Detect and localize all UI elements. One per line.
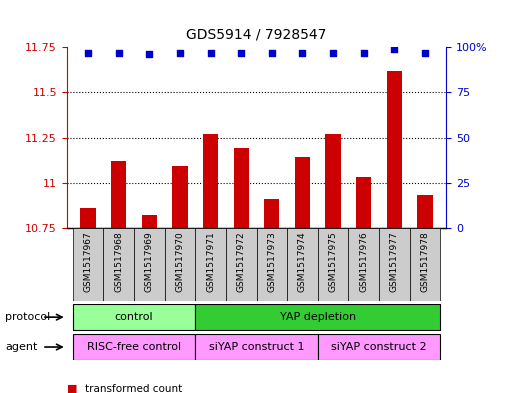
Bar — [142, 215, 157, 228]
FancyBboxPatch shape — [73, 334, 195, 360]
Point — [390, 46, 399, 52]
FancyBboxPatch shape — [226, 228, 256, 301]
Point — [329, 50, 337, 56]
FancyBboxPatch shape — [287, 228, 318, 301]
Text: GSM1517976: GSM1517976 — [359, 231, 368, 292]
FancyBboxPatch shape — [73, 304, 195, 330]
Point — [421, 50, 429, 56]
Text: GSM1517975: GSM1517975 — [328, 231, 338, 292]
Text: YAP depletion: YAP depletion — [280, 312, 356, 322]
FancyBboxPatch shape — [195, 334, 318, 360]
Text: siYAP construct 2: siYAP construct 2 — [331, 342, 427, 352]
FancyBboxPatch shape — [348, 228, 379, 301]
Text: GSM1517971: GSM1517971 — [206, 231, 215, 292]
Text: GSM1517969: GSM1517969 — [145, 231, 154, 292]
FancyBboxPatch shape — [409, 228, 440, 301]
Bar — [325, 134, 341, 228]
Bar — [387, 71, 402, 228]
Bar — [111, 161, 126, 228]
Text: GSM1517968: GSM1517968 — [114, 231, 123, 292]
Point — [176, 50, 184, 56]
Text: GDS5914 / 7928547: GDS5914 / 7928547 — [186, 28, 327, 42]
Point — [268, 50, 276, 56]
FancyBboxPatch shape — [165, 228, 195, 301]
Point — [360, 50, 368, 56]
Bar — [417, 195, 432, 228]
Bar — [295, 158, 310, 228]
Point — [299, 50, 307, 56]
Bar — [81, 208, 96, 228]
Text: GSM1517970: GSM1517970 — [175, 231, 185, 292]
FancyBboxPatch shape — [195, 304, 440, 330]
Point — [84, 50, 92, 56]
Bar — [203, 134, 218, 228]
Text: ■: ■ — [67, 384, 77, 393]
Bar — [264, 199, 280, 228]
FancyBboxPatch shape — [379, 228, 409, 301]
FancyBboxPatch shape — [318, 334, 440, 360]
Text: GSM1517967: GSM1517967 — [84, 231, 93, 292]
Text: siYAP construct 1: siYAP construct 1 — [209, 342, 304, 352]
FancyBboxPatch shape — [256, 228, 287, 301]
Bar — [233, 149, 249, 228]
Point — [237, 50, 245, 56]
Text: agent: agent — [5, 342, 37, 352]
Point — [114, 50, 123, 56]
Bar — [356, 177, 371, 228]
Text: GSM1517972: GSM1517972 — [236, 231, 246, 292]
Text: control: control — [115, 312, 153, 322]
Bar — [172, 167, 188, 228]
Text: RISC-free control: RISC-free control — [87, 342, 181, 352]
Point — [145, 51, 153, 57]
Point — [206, 50, 214, 56]
FancyBboxPatch shape — [195, 228, 226, 301]
Text: GSM1517978: GSM1517978 — [420, 231, 429, 292]
FancyBboxPatch shape — [318, 228, 348, 301]
Text: protocol: protocol — [5, 312, 50, 322]
Text: GSM1517973: GSM1517973 — [267, 231, 277, 292]
FancyBboxPatch shape — [104, 228, 134, 301]
FancyBboxPatch shape — [73, 228, 104, 301]
Text: transformed count: transformed count — [85, 384, 182, 393]
FancyBboxPatch shape — [134, 228, 165, 301]
Text: GSM1517974: GSM1517974 — [298, 231, 307, 292]
Text: GSM1517977: GSM1517977 — [390, 231, 399, 292]
